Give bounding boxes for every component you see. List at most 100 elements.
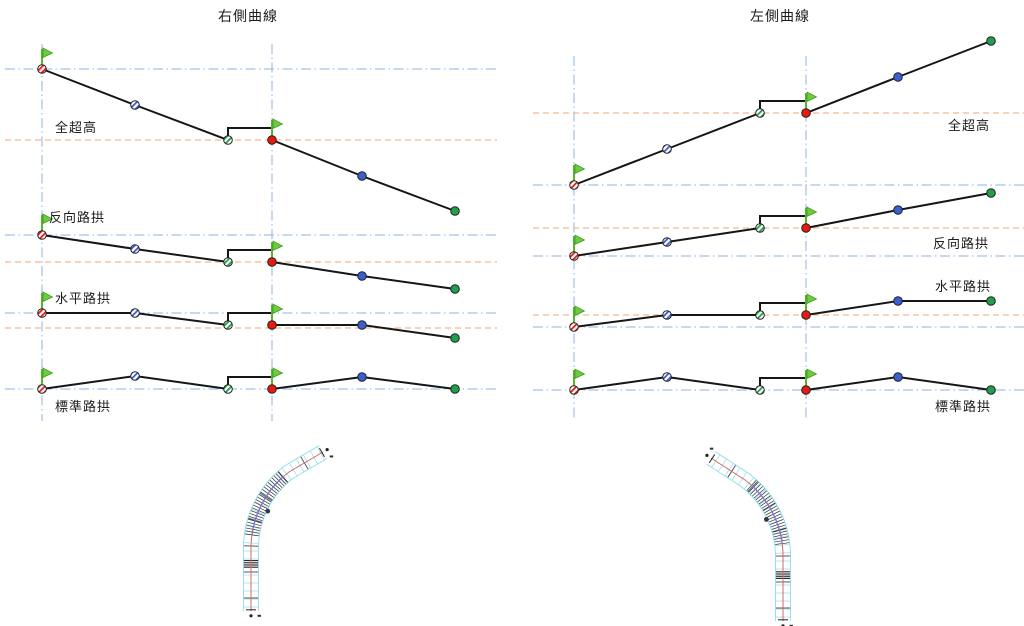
panel-title-left-curve: 左側曲線 bbox=[750, 8, 810, 24]
marker-green-solid bbox=[986, 296, 996, 306]
flag-icon bbox=[272, 240, 284, 252]
flag-icon bbox=[806, 368, 818, 380]
marker-blue-hatch bbox=[130, 244, 140, 254]
row-label-level-crown-right: 水平路拱 bbox=[55, 291, 112, 306]
marker-green-solid bbox=[450, 206, 460, 216]
marker-start-red-hatch bbox=[37, 308, 47, 318]
panel-right-curve bbox=[5, 44, 497, 421]
flag-icon bbox=[272, 367, 284, 379]
marker-blue-hatch bbox=[130, 308, 140, 318]
flag-icon bbox=[574, 163, 586, 175]
plan-end-marker bbox=[249, 614, 253, 618]
flag-icon bbox=[272, 303, 284, 315]
row-label-reverse-crown-right: 反向路拱 bbox=[49, 210, 106, 225]
plan-cross-tick bbox=[708, 454, 716, 464]
plan-view-left-curve bbox=[705, 447, 793, 626]
plan-end-label-mark bbox=[709, 447, 714, 450]
marker-red-solid bbox=[801, 108, 811, 118]
marker-red-solid bbox=[801, 385, 811, 395]
marker-green-hatch bbox=[223, 257, 233, 267]
marker-blue-solid bbox=[357, 372, 367, 382]
superelevation-line bbox=[573, 40, 992, 186]
marker-blue-solid bbox=[893, 296, 903, 306]
plan-curve-overlay bbox=[251, 475, 285, 535]
flag-icon bbox=[806, 293, 818, 305]
row-label-normal-crown-right: 標準路拱 bbox=[55, 399, 112, 414]
flag-icon bbox=[42, 367, 54, 379]
marker-blue-solid bbox=[893, 205, 903, 215]
plan-curve-point bbox=[763, 517, 769, 522]
superelevation-line bbox=[41, 374, 456, 391]
row-label-level-crown-left: 水平路拱 bbox=[935, 279, 992, 294]
marker-green-solid bbox=[986, 188, 996, 198]
marker-green-hatch bbox=[223, 320, 233, 330]
marker-blue-solid bbox=[893, 372, 903, 382]
marker-green-hatch bbox=[223, 384, 233, 394]
panel-left-curve bbox=[533, 36, 1024, 421]
marker-green-hatch bbox=[755, 223, 765, 233]
marker-start-red-hatch bbox=[37, 64, 47, 74]
marker-blue-solid bbox=[357, 271, 367, 281]
marker-blue-solid bbox=[893, 72, 903, 82]
marker-blue-hatch bbox=[662, 144, 672, 154]
marker-start-red-hatch bbox=[37, 230, 47, 240]
flag-icon bbox=[42, 213, 54, 225]
flag-icon bbox=[574, 305, 586, 317]
flag-icon bbox=[574, 368, 586, 380]
marker-green-solid bbox=[450, 284, 460, 294]
marker-start-red-hatch bbox=[569, 251, 579, 261]
marker-green-solid bbox=[986, 36, 996, 46]
superelevation-line bbox=[573, 375, 992, 392]
marker-start-red-hatch bbox=[569, 385, 579, 395]
row-label-full-super-right: 全超高 bbox=[55, 120, 98, 135]
marker-blue-hatch bbox=[130, 371, 140, 381]
marker-red-solid bbox=[267, 257, 277, 267]
superelevation-line bbox=[41, 234, 456, 290]
marker-green-solid bbox=[450, 384, 460, 394]
plan-end-label-mark bbox=[789, 624, 793, 626]
flag-icon bbox=[272, 118, 284, 130]
plan-curve-point bbox=[265, 508, 271, 514]
marker-red-solid bbox=[801, 223, 811, 233]
marker-green-hatch bbox=[755, 310, 765, 320]
row-label-normal-crown-left: 標準路拱 bbox=[935, 399, 992, 414]
superelevation-line bbox=[573, 192, 992, 257]
marker-red-solid bbox=[267, 384, 277, 394]
marker-red-solid bbox=[267, 320, 277, 330]
marker-green-hatch bbox=[755, 385, 765, 395]
marker-start-red-hatch bbox=[37, 384, 47, 394]
plan-end-marker bbox=[325, 447, 329, 452]
superelevation-line bbox=[573, 300, 991, 328]
marker-blue-solid bbox=[357, 171, 367, 181]
marker-start-red-hatch bbox=[569, 180, 579, 190]
panel-title-right-curve: 右側曲線 bbox=[218, 8, 278, 24]
marker-blue-solid bbox=[357, 320, 367, 330]
marker-green-hatch bbox=[755, 108, 765, 118]
marker-blue-hatch bbox=[662, 372, 672, 382]
flag-icon bbox=[42, 47, 54, 59]
row-label-full-super-left: 全超高 bbox=[948, 118, 991, 133]
plan-view-right-curve bbox=[243, 445, 334, 618]
row-label-reverse-crown-left: 反向路拱 bbox=[933, 236, 990, 251]
plan-end-marker bbox=[705, 453, 709, 457]
superelevation-line bbox=[42, 312, 456, 339]
marker-blue-hatch bbox=[130, 100, 140, 110]
flag-icon bbox=[42, 291, 54, 303]
plan-cross-tick bbox=[318, 448, 325, 458]
marker-green-hatch bbox=[223, 135, 233, 145]
marker-start-red-hatch bbox=[569, 322, 579, 332]
flag-icon bbox=[806, 206, 818, 218]
superelevation-line bbox=[41, 68, 456, 212]
flag-icon bbox=[806, 91, 818, 103]
plan-curve-overlay bbox=[750, 484, 783, 544]
marker-blue-hatch bbox=[662, 237, 672, 247]
marker-green-solid bbox=[450, 333, 460, 343]
marker-red-solid bbox=[801, 310, 811, 320]
plan-end-label-mark bbox=[257, 614, 261, 617]
plan-end-label-mark bbox=[329, 455, 334, 458]
marker-red-solid bbox=[267, 135, 277, 145]
marker-blue-hatch bbox=[662, 310, 672, 320]
marker-green-solid bbox=[986, 385, 996, 395]
